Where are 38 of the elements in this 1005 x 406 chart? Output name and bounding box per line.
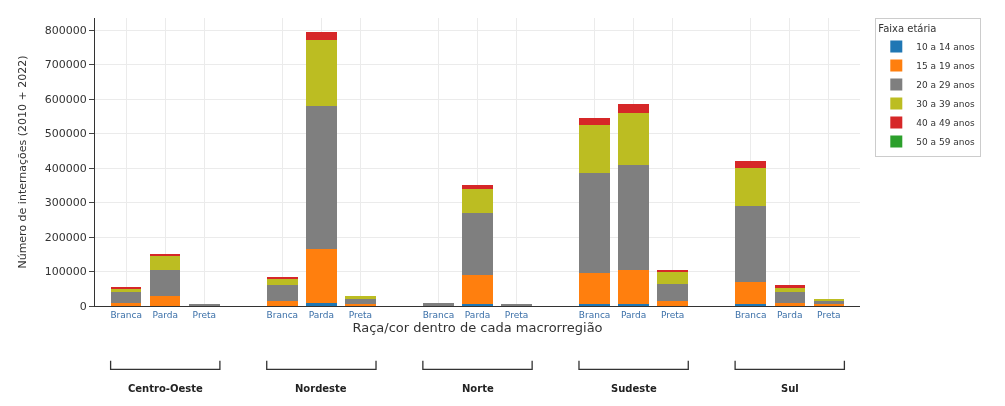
- text: Sudeste: [611, 383, 657, 394]
- x-tick-label: Parda: [777, 309, 803, 320]
- y-tick-label: 500000: [44, 127, 87, 141]
- x-tick-label: Preta: [192, 309, 216, 320]
- legend-label: 30 a 39 anos: [916, 99, 976, 110]
- y-tick-label: 200000: [44, 230, 87, 244]
- y-tick-label: 600000: [44, 92, 87, 106]
- y-tick-label: 100000: [44, 265, 87, 279]
- x-tick-label: Branca: [734, 309, 767, 320]
- text: Nordeste: [295, 383, 347, 394]
- y-tick-label: 700000: [44, 58, 87, 72]
- y-tick-label: 300000: [44, 196, 87, 210]
- x-tick-label: Branca: [578, 309, 611, 320]
- text: Centro-Oeste: [128, 383, 203, 394]
- x-tick-label: Parda: [464, 309, 491, 320]
- x-tick-label: Branca: [266, 309, 299, 320]
- x-tick-label: Branca: [110, 309, 142, 320]
- x-tick-label: Branca: [422, 309, 455, 320]
- x-tick-label: Preta: [817, 309, 841, 320]
- x-axis-title: Raça/cor dentro de cada macrorregião: [352, 320, 603, 336]
- x-tick-label: Parda: [152, 309, 178, 320]
- legend-label: 10 a 14 anos: [916, 42, 976, 53]
- y-tick-label: 800000: [44, 23, 87, 37]
- text: Sul: [781, 383, 799, 394]
- legend-label: 20 a 29 anos: [916, 80, 976, 91]
- legend-label: 50 a 59 anos: [916, 137, 976, 148]
- x-tick-label: Preta: [504, 309, 529, 320]
- legend-title: Faixa etária: [878, 23, 937, 34]
- y-tick-label: 0: [79, 299, 87, 313]
- x-tick-label: Preta: [348, 309, 373, 320]
- legend-label: 40 a 49 anos: [916, 118, 976, 129]
- legend-label: 15 a 19 anos: [916, 61, 976, 72]
- x-tick-label: Preta: [660, 309, 685, 320]
- x-tick-label: Parda: [620, 309, 647, 320]
- text: Norte: [462, 383, 494, 394]
- y-axis-title: Número de internações (2010 + 2022): [16, 55, 30, 269]
- y-tick-label: 400000: [44, 161, 87, 175]
- x-tick-label: Parda: [308, 309, 335, 320]
